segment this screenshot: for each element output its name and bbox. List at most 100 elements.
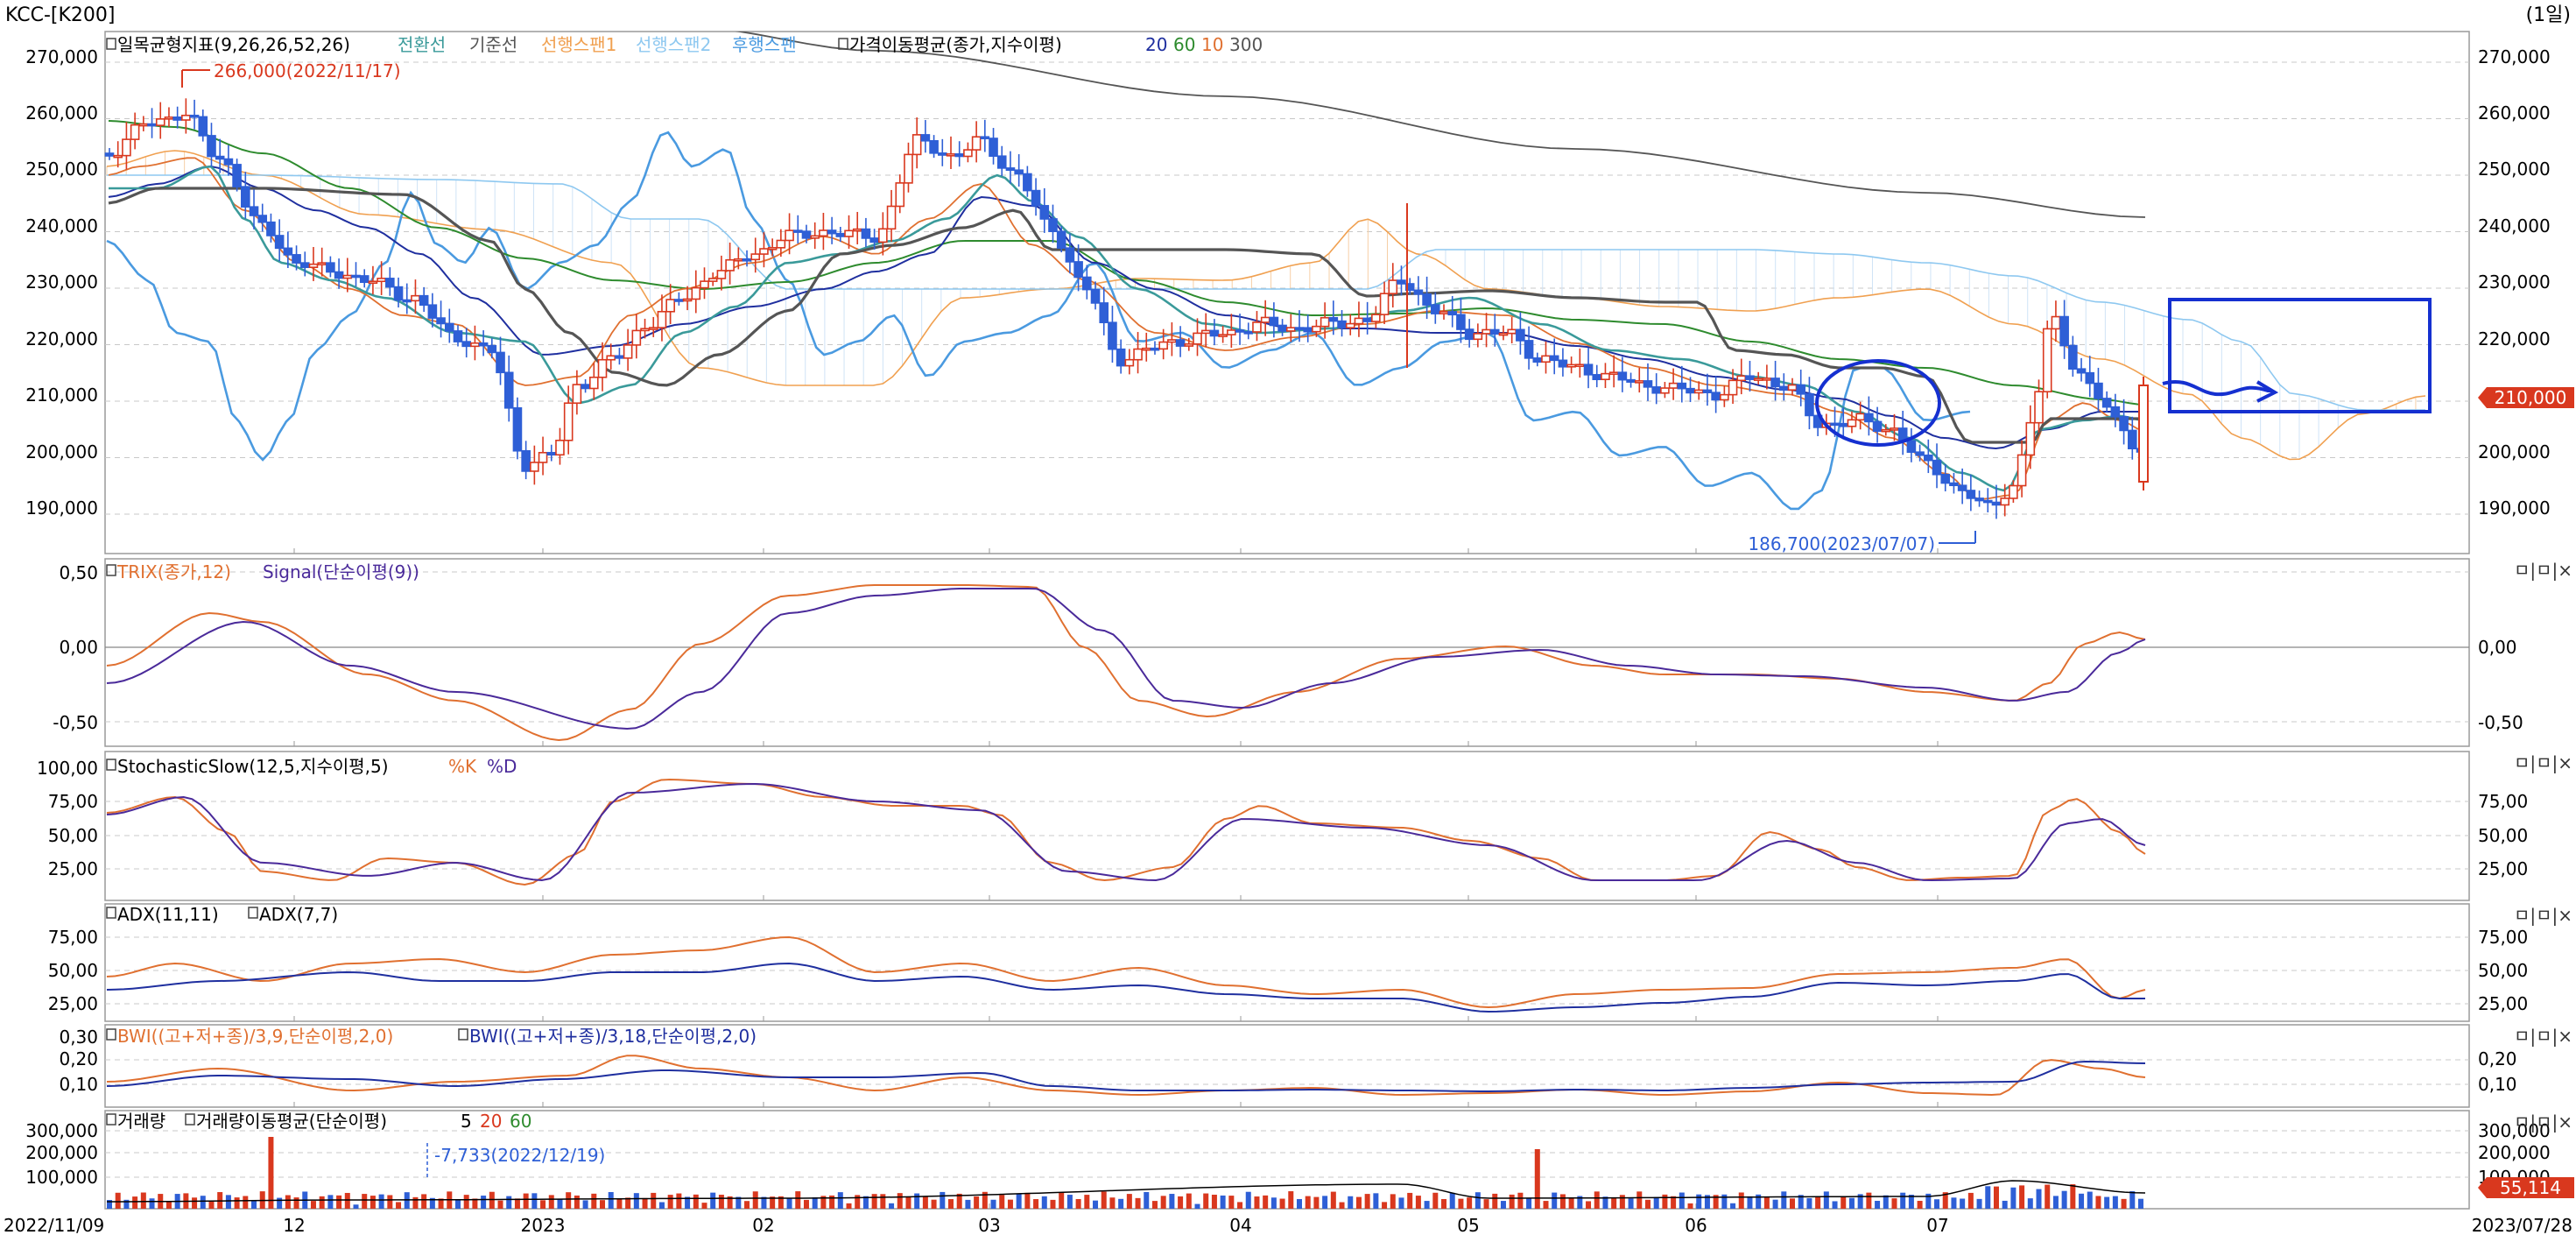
volume-bar [1857, 1194, 1863, 1209]
volume-bar [846, 1203, 852, 1209]
volume-bar [396, 1202, 402, 1209]
candle-body [2101, 398, 2112, 408]
volume-bar [770, 1196, 776, 1209]
volume-bar [1594, 1191, 1600, 1209]
candle-body [615, 355, 624, 359]
candle-body [1065, 247, 1075, 263]
x-label-06: 06 [1685, 1215, 1707, 1236]
candle-body [869, 237, 879, 243]
volume-bar [1475, 1192, 1481, 1209]
bwi-label-030: 0,30 [59, 1027, 98, 1048]
volume-bar [1806, 1197, 1812, 1209]
candle-body [1779, 385, 1789, 392]
volume-bar [497, 1200, 503, 1209]
volume-bar [2027, 1198, 2033, 1209]
panel-frame-4 [104, 1024, 2470, 1108]
current-volume-tag: 55,114 [2478, 1177, 2574, 1198]
candle-body [819, 229, 828, 237]
candle-body [1660, 387, 1670, 394]
volume-bar [2070, 1184, 2076, 1209]
volume-bar [1126, 1194, 1132, 1209]
candle-body [530, 462, 539, 472]
volume-bar [1160, 1196, 1166, 1209]
candlesticks [104, 98, 2149, 519]
panel-button-2[interactable]: ㅁ|ㅁ|× [2514, 905, 2572, 926]
trix-legend: TRIX(종가,12) Signal(단순이평(9)) [106, 561, 419, 582]
x-label-start: 2022/11/09 [4, 1215, 104, 1236]
volume-bar [370, 1196, 376, 1209]
volume-bar [786, 1197, 792, 1209]
candle-body [1541, 355, 1551, 363]
volume-bar [378, 1194, 384, 1209]
candle-body [792, 229, 803, 233]
candle-body [104, 152, 115, 157]
volume-bar [1270, 1197, 1277, 1209]
volume-bar [1178, 1196, 1184, 1209]
candle-body [283, 247, 293, 256]
stoch-label-right-75: 75,00 [2478, 791, 2528, 812]
candle-body [274, 235, 285, 250]
price-label-240000: 240,000 [25, 215, 98, 236]
volume-bar [1449, 1192, 1455, 1209]
volume-bar [616, 1198, 623, 1209]
volume-bar [1355, 1196, 1362, 1209]
legend-adx1: ADX(11,11) [117, 904, 219, 925]
volume-bar [531, 1193, 538, 1209]
volume-bar [1382, 1202, 1388, 1209]
panel-button-1[interactable]: ㅁ|ㅁ|× [2514, 752, 2572, 773]
volume-bar [1305, 1196, 1311, 1209]
volume-bar [1713, 1195, 1719, 1209]
candle-body [2000, 498, 2009, 506]
candle-body [2085, 371, 2095, 385]
volume-bar [914, 1193, 920, 1209]
volume-bar [1960, 1198, 1966, 1209]
volume-bar [489, 1191, 495, 1209]
candle-body [1252, 321, 1262, 333]
candle-body [496, 351, 505, 374]
candle-body [844, 229, 854, 237]
volume-bar [1135, 1197, 1141, 1209]
candle-body [1949, 482, 1959, 487]
candle-body [1796, 384, 1806, 395]
volume-bar [600, 1200, 606, 1209]
candle-body [411, 294, 420, 302]
volume-bar [1075, 1198, 1081, 1209]
candle-body [1337, 320, 1347, 328]
candle-body [623, 344, 633, 359]
current-price-tag: 210,000 [2478, 387, 2574, 408]
candle-body [223, 158, 234, 166]
volume-bar [208, 1201, 215, 1209]
panel-button-0[interactable]: ㅁ|ㅁ|× [2514, 560, 2572, 581]
volume-bar [1747, 1196, 1753, 1209]
x-label-07: 07 [1926, 1215, 1948, 1236]
candle-body [1260, 316, 1270, 323]
volume-bar [1976, 1198, 1982, 1209]
volume-bar [1373, 1193, 1379, 1209]
bwi-label-020: 0,20 [59, 1048, 98, 1069]
volume-bar [778, 1196, 784, 1209]
highlight-ellipse [1815, 359, 1941, 447]
volume-bar [429, 1197, 435, 1209]
candle-body [1099, 302, 1109, 324]
volume-bar [837, 1192, 843, 1209]
candle-body [342, 274, 353, 279]
panel-button-4[interactable]: ㅁ|ㅁ|× [2514, 1111, 2572, 1133]
candle-body [563, 402, 574, 441]
candle-body [1124, 358, 1135, 367]
candle-body [946, 153, 956, 157]
candle-body [1516, 328, 1525, 342]
volume-bar [1500, 1201, 1506, 1209]
volume-bar [1772, 1199, 1778, 1209]
candle-body [911, 134, 922, 156]
volume-bar [1203, 1193, 1209, 1209]
volume-bar [319, 1196, 325, 1209]
trix-label-050: 0,50 [59, 562, 98, 583]
signal-line [106, 588, 2146, 730]
volume-bar [115, 1192, 121, 1209]
candle-body [1549, 355, 1559, 362]
vol-label-right-300000: 300,000 [2478, 1120, 2551, 1141]
adx-label-right-50: 50,00 [2478, 960, 2528, 981]
volume-bar [990, 1199, 996, 1209]
panel-button-3[interactable]: ㅁ|ㅁ|× [2514, 1026, 2572, 1047]
